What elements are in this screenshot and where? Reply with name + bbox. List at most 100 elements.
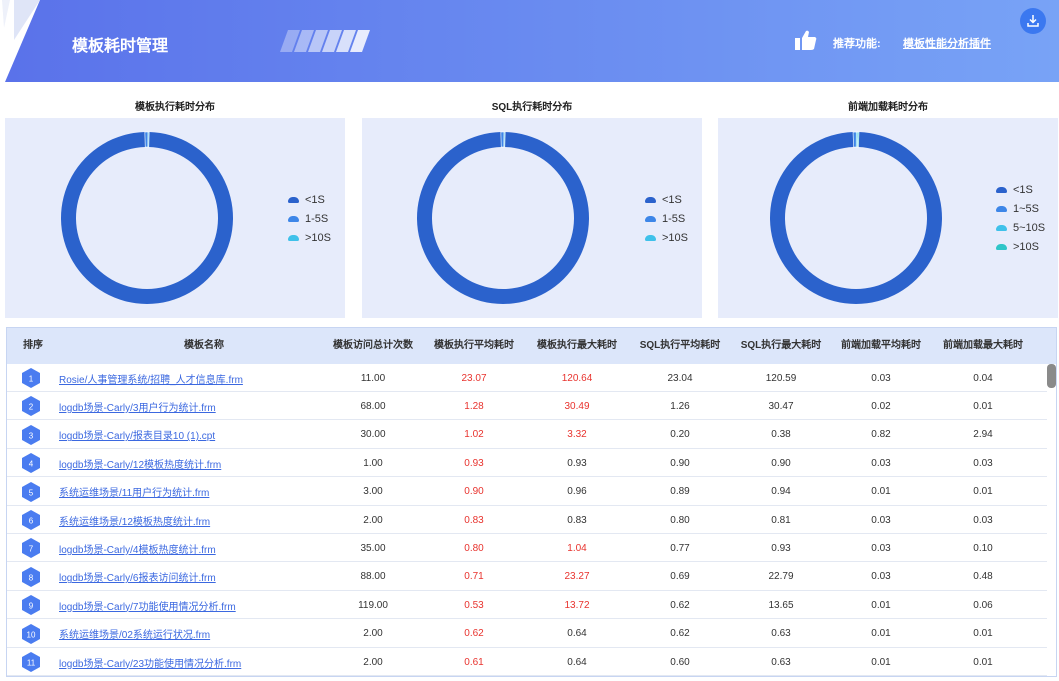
cell-sql-avg: 0.77: [670, 542, 690, 554]
template-name-link[interactable]: logdb场景-Carly/23功能使用情况分析.frm: [59, 658, 242, 670]
cell-fe-max: 0.04: [973, 372, 993, 384]
cell-tpl-avg: 0.71: [464, 571, 484, 583]
cell-tpl-avg: 1.02: [464, 429, 484, 441]
cell-tpl-avg: 0.90: [464, 486, 484, 498]
cell-visits: 68.00: [360, 400, 386, 412]
header-rank: 排序: [23, 340, 43, 351]
legend-swatch: [996, 205, 1007, 212]
cell-tpl-avg: 23.07: [461, 372, 487, 384]
template-time-table: 排序 模板名称 模板访问 总计次数 模板执行 平均耗时 模板执行 最大耗时 SQL执行…: [6, 327, 1057, 677]
cell-tpl-max: 3.32: [567, 429, 587, 441]
cell-fe-avg: 0.03: [871, 542, 891, 554]
cell-fe-avg: 0.82: [871, 429, 891, 441]
rank-badge: 8: [22, 566, 40, 587]
template-name-link[interactable]: 系统运维场景/02系统运行状况.frm: [59, 630, 211, 642]
donut-slice[interactable]: [144, 131, 149, 148]
legend-item[interactable]: <1S: [645, 190, 688, 209]
legend-swatch: [288, 215, 299, 222]
cell-fe-max: 0.01: [973, 628, 993, 640]
legend-item[interactable]: 1-5S: [288, 209, 331, 228]
template-name-link[interactable]: 系统运维场景/11用户行为统计.frm: [59, 488, 210, 500]
header-visits: 模板访问 总计次数: [333, 340, 413, 351]
table-scrollbar[interactable]: [1047, 364, 1056, 676]
cell-fe-avg: 0.03: [871, 457, 891, 469]
rank-number: 5: [29, 488, 34, 497]
legend-item[interactable]: <1S: [996, 180, 1045, 199]
cell-visits: 3.00: [363, 486, 383, 498]
cell-sql-avg: 0.69: [670, 571, 690, 583]
legend-item[interactable]: 1~5S: [996, 199, 1045, 218]
template-name-link[interactable]: logdb场景-Carly/4模板热度统计.frm: [59, 544, 216, 556]
donut-chart-template: [61, 131, 234, 304]
rank-number: 7: [29, 545, 34, 554]
legend-swatch: [645, 196, 656, 203]
download-button[interactable]: [1020, 8, 1046, 34]
cell-visits: 30.00: [360, 429, 386, 441]
template-name-link[interactable]: Rosie/人事管理系统/招聘_人才信息库.frm: [59, 374, 243, 386]
rank-badge: 4: [22, 453, 40, 474]
cell-fe-avg: 0.03: [871, 372, 891, 384]
legend-swatch: [288, 234, 299, 241]
template-name-link[interactable]: logdb场景-Carly/报表目录10 (1).cpt: [59, 431, 216, 443]
cell-fe-max: 0.01: [973, 486, 993, 498]
rank-number: 10: [27, 630, 36, 639]
cell-visits: 2.00: [363, 656, 383, 668]
thumbs-up-icon: [795, 30, 817, 50]
table-row: 2 logdb场景-Carly/3用户行为统计.frm 68.00 1.28 30.49…: [7, 392, 1047, 421]
recommend-plugin-link[interactable]: 模板性能分析插件: [903, 38, 991, 50]
donut-slice[interactable]: [417, 132, 589, 304]
template-name-link[interactable]: logdb场景-Carly/12模板热度统计.frm: [59, 459, 222, 471]
table-row: 10 系统运维场景/02系统运行状况.frm 2.00 0.62 0.64 0.62 0.6…: [7, 620, 1047, 648]
chart-title-sql: SQL执行耗时分布: [491, 102, 573, 113]
scrollbar-thumb[interactable]: [1047, 364, 1056, 388]
page-header: 模板耗时管理 推荐功能: 模板性能分析插件: [0, 0, 1059, 82]
legend-item[interactable]: 5~10S: [996, 218, 1045, 237]
legend-item[interactable]: >10S: [645, 228, 688, 247]
rank-number: 3: [29, 431, 34, 440]
donut-slice[interactable]: [852, 131, 857, 148]
donut-slice[interactable]: [147, 131, 150, 148]
template-name-link[interactable]: logdb场景-Carly/7功能使用情况分析.frm: [59, 601, 236, 613]
donut-slice[interactable]: [770, 132, 942, 304]
donut-slice[interactable]: [857, 131, 860, 148]
chart-panel-template: <1S 1-5S >10S: [5, 118, 345, 318]
legend-item[interactable]: 1-5S: [645, 209, 688, 228]
template-name-link[interactable]: 系统运维场景/12模板热度统计.frm: [59, 516, 211, 528]
table-row: 1 Rosie/人事管理系统/招聘_人才信息库.frm 11.00 23.07 120.…: [7, 364, 1047, 392]
legend-label: 1-5S: [305, 212, 329, 225]
legend-item[interactable]: >10S: [288, 228, 331, 247]
cell-tpl-max: 23.27: [564, 571, 590, 583]
cell-sql-max: 0.93: [771, 542, 791, 554]
legend-label: 1~5S: [1013, 202, 1039, 215]
cell-tpl-avg: 0.53: [464, 599, 484, 611]
chart-panel-frontend: <1S 1~5S 5~10S >10S: [718, 118, 1058, 318]
chart-legend-sql: <1S 1-5S >10S: [645, 190, 688, 247]
cell-fe-max: 0.03: [973, 457, 993, 469]
donut-slice[interactable]: [500, 131, 505, 148]
cell-tpl-avg: 0.93: [464, 457, 484, 469]
table-row: 11 logdb场景-Carly/23功能使用情况分析.frm 2.00 0.61 0.…: [7, 648, 1047, 676]
template-name-link[interactable]: logdb场景-Carly/6报表访问统计.frm: [59, 573, 216, 585]
cell-sql-max: 0.38: [771, 429, 791, 441]
recommend-label: 推荐功能:: [833, 38, 881, 50]
rank-badge: 7: [22, 538, 40, 559]
legend-item[interactable]: <1S: [288, 190, 331, 209]
rank-badge: 9: [22, 595, 40, 616]
chart-legend-frontend: <1S 1~5S 5~10S >10S: [996, 180, 1045, 256]
cell-fe-avg: 0.01: [871, 599, 891, 611]
donut-slice[interactable]: [503, 131, 506, 148]
legend-swatch: [996, 186, 1007, 193]
cell-sql-avg: 0.90: [670, 457, 690, 469]
cell-sql-avg: 0.89: [670, 486, 690, 498]
cell-sql-max: 22.79: [768, 571, 794, 583]
donut-slice[interactable]: [61, 132, 234, 304]
cell-sql-max: 0.63: [771, 628, 791, 640]
template-name-link[interactable]: logdb场景-Carly/3用户行为统计.frm: [59, 402, 216, 414]
cell-visits: 11.00: [360, 372, 386, 384]
table-row: 7 logdb场景-Carly/4模板热度统计.frm 35.00 0.80 1.04 0…: [7, 534, 1047, 563]
legend-label: <1S: [662, 193, 682, 206]
cell-sql-avg: 0.62: [670, 628, 690, 640]
cell-sql-max: 13.65: [768, 599, 794, 611]
legend-item[interactable]: >10S: [996, 237, 1045, 256]
header-tpl-max: 模板执行 最大耗时: [537, 340, 617, 351]
